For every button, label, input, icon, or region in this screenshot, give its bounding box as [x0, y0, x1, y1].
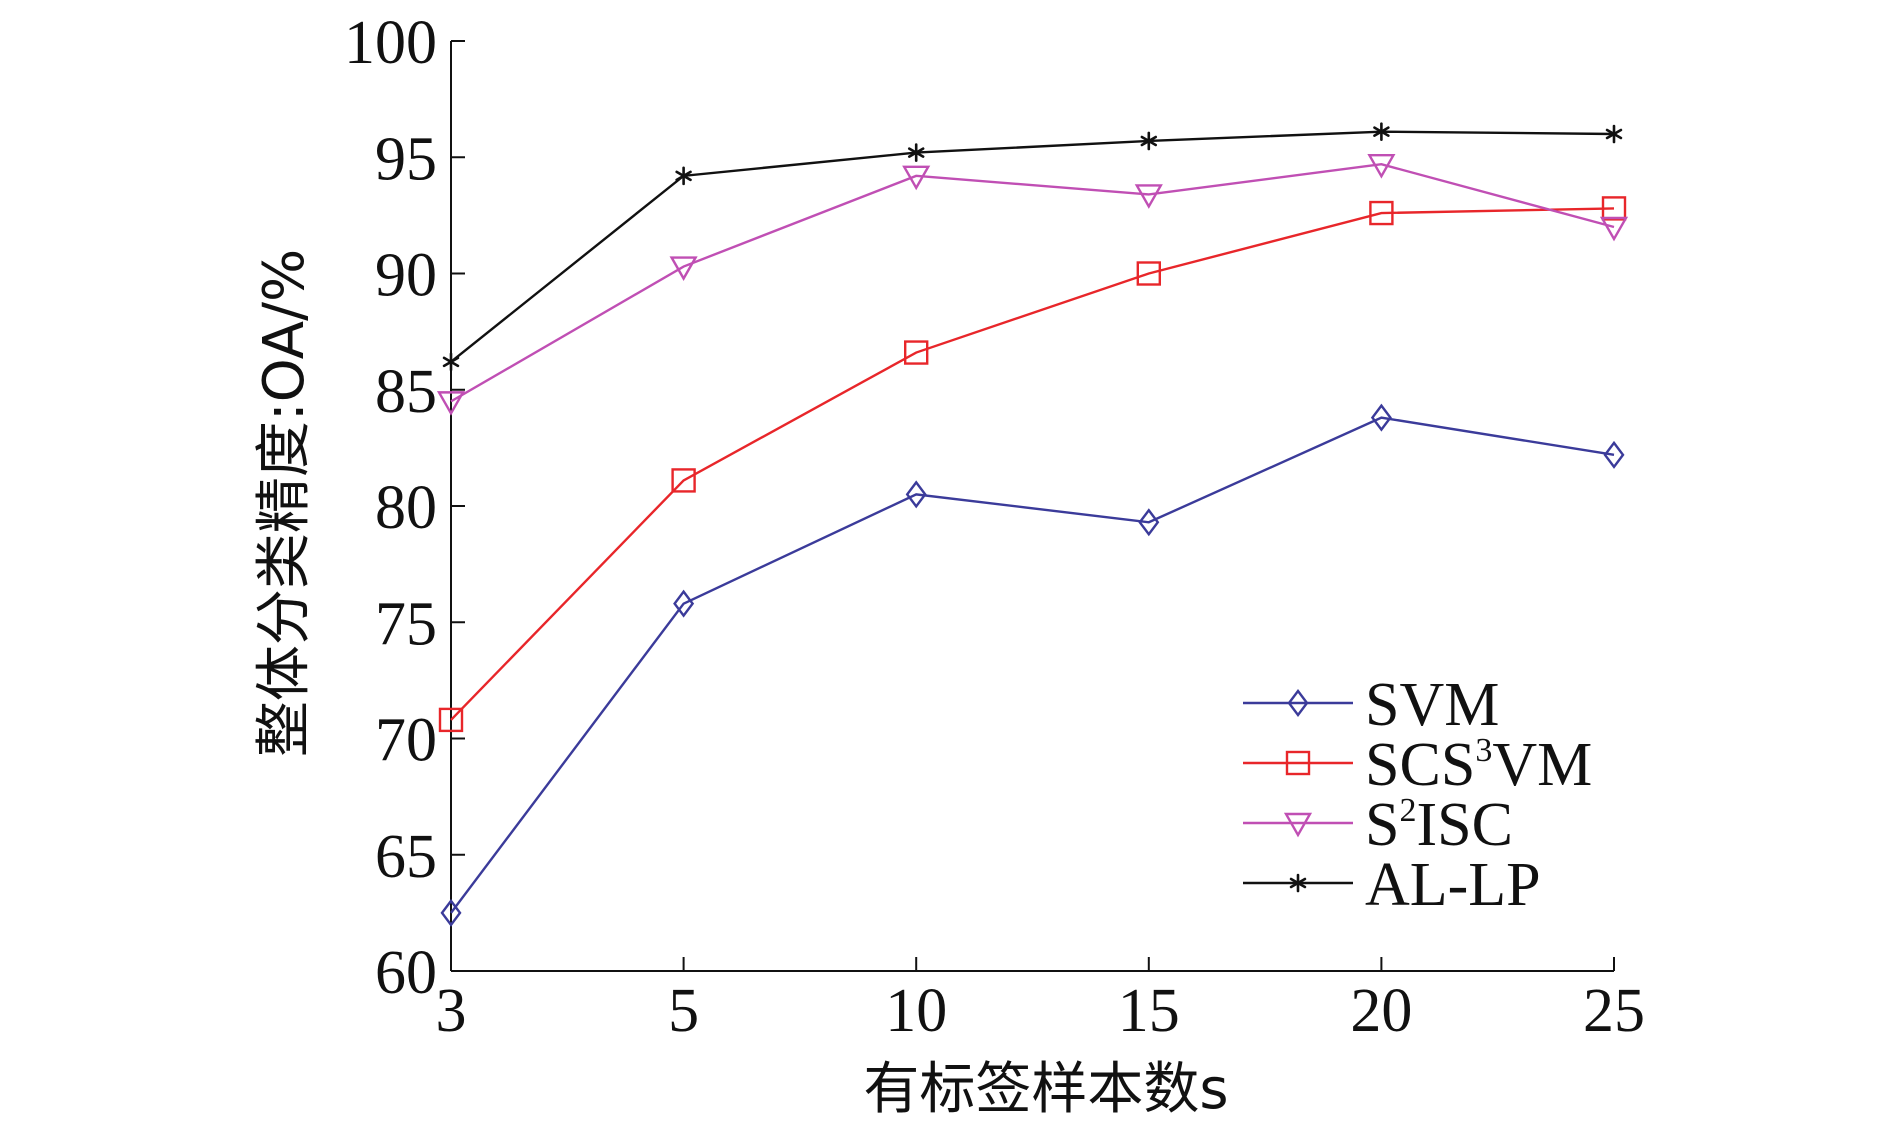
- data-point-scs-vm: [671, 468, 696, 493]
- data-point-al-lp: [1605, 124, 1623, 144]
- x-tick-label: 20: [1350, 977, 1412, 1045]
- legend-item-s-isc: S2ISC: [1243, 791, 1513, 859]
- series-scs-vm: [438, 196, 1627, 733]
- legend-marker-scs-vm: [1285, 750, 1311, 776]
- legend-label-s-isc: S2ISC: [1365, 791, 1513, 859]
- series-line-al-lp: [450, 130, 1615, 363]
- data-point-scs-vm: [1369, 200, 1394, 226]
- y-tick-label: 70: [375, 707, 437, 775]
- y-tick-label: 90: [375, 242, 437, 310]
- data-point-al-lp: [1140, 131, 1158, 151]
- series-line-svm: [450, 416, 1615, 914]
- y-tick-label: 85: [375, 358, 437, 426]
- data-point-s-isc: [1367, 154, 1396, 179]
- legend-item-scs-vm: SCS3VM: [1243, 731, 1592, 799]
- data-point-al-lp: [907, 143, 925, 162]
- data-point-al-lp: [675, 166, 692, 186]
- legend-marker-al-lp: [1289, 873, 1307, 893]
- data-point-s-isc: [1134, 184, 1163, 209]
- y-axis-title: 整体分类精度:OA/%: [252, 249, 317, 757]
- data-point-al-lp: [1373, 122, 1390, 141]
- y-tick-label: 60: [375, 939, 437, 1007]
- data-point-scs-vm: [1136, 261, 1162, 286]
- x-tick-label: 5: [668, 977, 699, 1045]
- y-tick-label: 75: [375, 590, 437, 658]
- legend-label-svm: SVM: [1365, 671, 1499, 739]
- data-point-al-lp: [442, 352, 460, 372]
- series-layer: [436, 122, 1629, 927]
- data-point-svm: [905, 480, 927, 509]
- series-line-scs-vm: [450, 207, 1615, 721]
- legend-item-al-lp: AL-LP: [1243, 851, 1541, 919]
- legend-label-scs-vm: SCS3VM: [1365, 731, 1592, 799]
- y-tick-label: 100: [344, 9, 437, 77]
- data-point-s-isc: [1599, 216, 1629, 242]
- x-tick-label: 15: [1118, 977, 1180, 1045]
- data-point-svm: [1370, 403, 1392, 432]
- y-tick-label: 80: [375, 474, 437, 542]
- y-tick-label: 95: [375, 125, 437, 193]
- data-point-scs-vm: [904, 340, 929, 365]
- x-tick-label: 3: [436, 977, 467, 1045]
- data-point-s-isc: [669, 256, 698, 281]
- data-point-scs-vm: [1601, 196, 1627, 221]
- legend-item-svm: SVM: [1243, 671, 1499, 739]
- data-point-svm: [1603, 440, 1625, 469]
- x-axis-title: 有标签样本数s: [863, 1057, 1228, 1121]
- axes: 60 65 70 75 80 85 90 95 100 3 5 10 15 20 25: [344, 9, 1645, 1045]
- data-point-svm: [440, 898, 462, 927]
- data-point-svm: [1138, 508, 1160, 537]
- data-point-s-isc: [436, 391, 466, 416]
- data-point-scs-vm: [438, 707, 464, 733]
- y-tick-label: 65: [375, 823, 437, 891]
- data-point-svm: [673, 589, 695, 618]
- legend-marker-svm: [1287, 689, 1309, 717]
- x-tick-label: 25: [1583, 977, 1645, 1045]
- series-s-isc: [436, 154, 1629, 416]
- data-point-s-isc: [902, 165, 931, 191]
- series-al-lp: [442, 122, 1623, 372]
- series-line-s-isc: [450, 163, 1615, 403]
- legend-label-al-lp: AL-LP: [1365, 851, 1541, 919]
- x-tick-label: 10: [885, 977, 947, 1045]
- series-svm: [440, 403, 1625, 927]
- legend-marker-s-isc: [1283, 812, 1313, 838]
